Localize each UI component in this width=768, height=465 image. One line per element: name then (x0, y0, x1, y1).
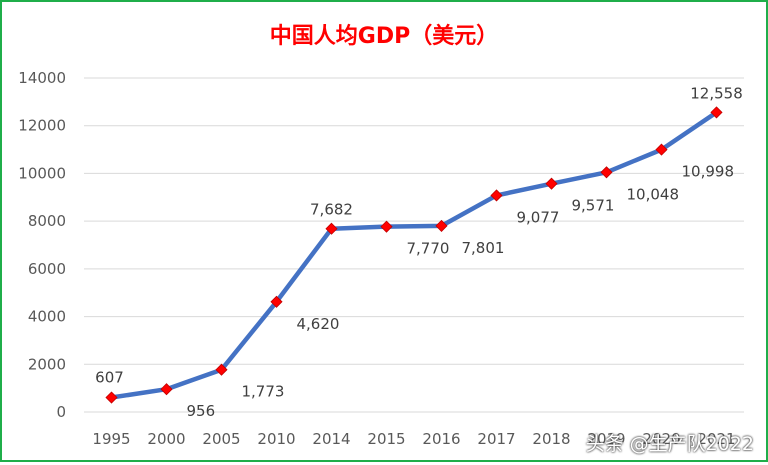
data-label: 9,571 (572, 197, 615, 215)
x-tick-label: 2018 (532, 430, 570, 448)
y-tick-label: 14000 (18, 69, 66, 87)
y-tick-label: 12000 (18, 117, 66, 135)
data-point-marker (381, 221, 392, 232)
data-label: 4,620 (297, 315, 340, 333)
x-tick-label: 1995 (92, 430, 130, 448)
data-label: 956 (187, 402, 216, 420)
data-label: 1,773 (242, 383, 285, 401)
data-point-marker (161, 384, 172, 395)
data-point-marker (546, 178, 557, 189)
y-tick-label: 4000 (28, 308, 66, 326)
data-label: 7,682 (310, 201, 353, 219)
data-point-marker (106, 392, 117, 403)
x-tick-label: 2014 (312, 430, 350, 448)
y-tick-label: 6000 (28, 260, 66, 278)
x-tick-label: 2005 (202, 430, 240, 448)
data-label: 9,077 (517, 208, 560, 226)
chart-title: 中国人均GDP（美元） (270, 23, 498, 49)
x-tick-label: 2016 (422, 430, 460, 448)
y-tick-label: 0 (56, 403, 66, 421)
data-label: 607 (95, 369, 124, 387)
x-tick-label: 2015 (367, 430, 405, 448)
data-label: 7,770 (407, 240, 450, 258)
line-chart: 中国人均GDP（美元） 0 2000 4000 6000 8000 10000 12000 1… (2, 2, 766, 460)
x-tick-label: 2017 (477, 430, 515, 448)
data-label: 7,801 (462, 239, 505, 257)
y-tick-label: 2000 (28, 355, 66, 373)
watermark: 头条 @生产队2022 (586, 429, 754, 456)
y-tick-label: 10000 (18, 164, 66, 182)
data-label: 10,048 (627, 185, 680, 203)
data-label: 10,998 (682, 163, 735, 181)
data-label: 12,558 (690, 84, 743, 102)
x-tick-label: 2010 (257, 430, 295, 448)
x-tick-label: 2000 (147, 430, 185, 448)
y-tick-label: 8000 (28, 212, 66, 230)
